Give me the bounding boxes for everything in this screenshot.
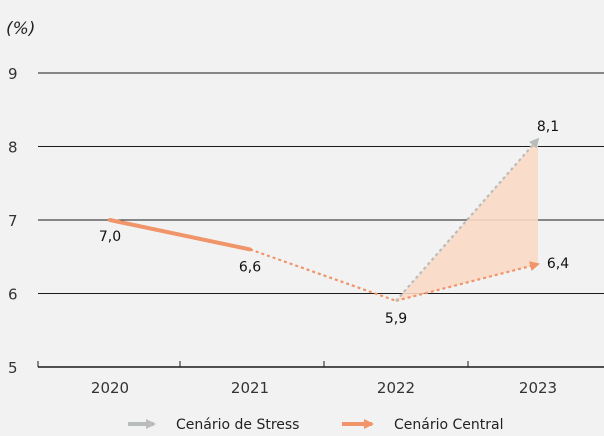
y-tick-label: 7 [8,212,18,230]
scenario-band [396,139,538,301]
x-axis-ticks: 2020 2021 2022 2023 [37,361,557,397]
x-tick-label: 2020 [91,379,129,397]
grid-lines [38,72,604,368]
scenario-band-area [396,139,538,301]
x-tick-label: 2021 [231,379,269,397]
central-series-segment [108,218,252,252]
legend: Cenário de Stress Cenário Central [128,417,503,433]
legend-central-label: Cenário Central [394,417,503,432]
x-tick-label: 2022 [377,379,415,397]
data-label: 6,6 [239,259,261,275]
y-tick-label: 5 [8,359,18,377]
data-labels: 7,0 6,6 5,9 6,4 8,1 [99,119,569,327]
data-label: 8,1 [537,119,559,135]
central-series-segment [395,261,540,302]
unit-label: (%) [6,19,35,39]
y-tick-label: 9 [8,65,18,83]
central-series-segment [249,248,397,302]
series-lines [108,137,540,302]
legend-stress-label: Cenário de Stress [176,417,299,432]
data-label: 6,4 [547,256,569,272]
data-label: 5,9 [385,311,407,327]
data-label: 7,0 [99,229,121,245]
y-tick-label: 8 [8,139,18,157]
y-tick-label: 6 [8,286,18,304]
y-axis-ticks: 9 8 7 6 5 [8,65,18,377]
x-tick-label: 2023 [519,379,557,397]
